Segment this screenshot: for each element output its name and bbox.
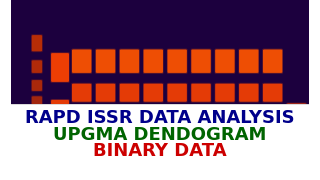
FancyBboxPatch shape bbox=[263, 84, 282, 102]
FancyBboxPatch shape bbox=[71, 110, 92, 128]
FancyBboxPatch shape bbox=[51, 52, 69, 83]
FancyBboxPatch shape bbox=[11, 0, 309, 104]
FancyBboxPatch shape bbox=[72, 84, 92, 102]
FancyBboxPatch shape bbox=[167, 84, 187, 102]
FancyBboxPatch shape bbox=[51, 100, 69, 120]
FancyBboxPatch shape bbox=[239, 50, 259, 73]
Bar bbox=[11, 0, 309, 104]
Bar bbox=[11, 0, 309, 104]
FancyBboxPatch shape bbox=[95, 110, 116, 128]
FancyBboxPatch shape bbox=[167, 50, 187, 73]
FancyBboxPatch shape bbox=[287, 103, 306, 118]
FancyBboxPatch shape bbox=[72, 111, 92, 127]
FancyBboxPatch shape bbox=[144, 50, 163, 73]
FancyBboxPatch shape bbox=[96, 84, 115, 102]
FancyBboxPatch shape bbox=[191, 111, 211, 127]
FancyBboxPatch shape bbox=[32, 111, 42, 118]
FancyBboxPatch shape bbox=[167, 83, 188, 103]
FancyBboxPatch shape bbox=[238, 49, 259, 74]
Bar bbox=[11, 0, 309, 104]
FancyBboxPatch shape bbox=[96, 50, 115, 73]
FancyBboxPatch shape bbox=[262, 83, 283, 103]
FancyBboxPatch shape bbox=[215, 50, 235, 73]
FancyBboxPatch shape bbox=[144, 111, 163, 127]
FancyBboxPatch shape bbox=[31, 34, 43, 52]
FancyBboxPatch shape bbox=[51, 53, 69, 82]
Bar bbox=[11, 0, 309, 104]
Bar bbox=[11, 0, 309, 104]
FancyBboxPatch shape bbox=[144, 84, 163, 102]
Bar bbox=[11, 0, 309, 104]
FancyBboxPatch shape bbox=[215, 111, 235, 127]
FancyBboxPatch shape bbox=[215, 110, 235, 128]
Bar bbox=[11, 0, 309, 104]
FancyBboxPatch shape bbox=[31, 95, 43, 106]
FancyBboxPatch shape bbox=[31, 79, 43, 92]
FancyBboxPatch shape bbox=[263, 50, 282, 73]
Bar bbox=[11, 104, 309, 180]
FancyBboxPatch shape bbox=[31, 122, 43, 130]
Bar bbox=[11, 0, 309, 104]
Bar bbox=[11, 0, 309, 104]
Bar bbox=[11, 0, 309, 104]
FancyBboxPatch shape bbox=[191, 84, 211, 102]
FancyBboxPatch shape bbox=[286, 103, 307, 119]
Bar bbox=[11, 0, 309, 104]
FancyBboxPatch shape bbox=[239, 84, 259, 102]
Bar bbox=[11, 0, 309, 104]
FancyBboxPatch shape bbox=[71, 49, 92, 74]
FancyBboxPatch shape bbox=[167, 111, 187, 127]
Bar bbox=[11, 0, 309, 104]
FancyBboxPatch shape bbox=[215, 84, 235, 102]
Bar bbox=[11, 0, 309, 104]
FancyBboxPatch shape bbox=[143, 49, 164, 74]
FancyBboxPatch shape bbox=[31, 110, 43, 119]
FancyBboxPatch shape bbox=[51, 99, 69, 121]
FancyBboxPatch shape bbox=[119, 49, 140, 74]
Bar bbox=[11, 0, 309, 104]
FancyBboxPatch shape bbox=[120, 84, 139, 102]
Bar bbox=[11, 0, 309, 104]
FancyBboxPatch shape bbox=[31, 59, 43, 74]
FancyBboxPatch shape bbox=[95, 83, 116, 103]
FancyBboxPatch shape bbox=[71, 83, 92, 103]
Bar bbox=[11, 0, 309, 104]
FancyBboxPatch shape bbox=[32, 96, 42, 105]
FancyBboxPatch shape bbox=[32, 122, 42, 129]
Bar bbox=[11, 0, 309, 104]
FancyBboxPatch shape bbox=[143, 110, 164, 128]
Text: BINARY DATA: BINARY DATA bbox=[93, 142, 227, 160]
FancyBboxPatch shape bbox=[32, 35, 42, 51]
FancyBboxPatch shape bbox=[191, 110, 211, 128]
FancyBboxPatch shape bbox=[262, 49, 283, 74]
FancyBboxPatch shape bbox=[239, 111, 259, 127]
FancyBboxPatch shape bbox=[72, 50, 92, 73]
FancyBboxPatch shape bbox=[238, 83, 259, 103]
FancyBboxPatch shape bbox=[96, 111, 115, 127]
FancyBboxPatch shape bbox=[167, 110, 188, 128]
FancyBboxPatch shape bbox=[215, 83, 235, 103]
FancyBboxPatch shape bbox=[191, 50, 211, 73]
FancyBboxPatch shape bbox=[95, 49, 116, 74]
Bar bbox=[11, 0, 309, 104]
FancyBboxPatch shape bbox=[120, 50, 139, 73]
Text: RAPD ISSR DATA ANALYSIS: RAPD ISSR DATA ANALYSIS bbox=[25, 109, 295, 127]
FancyBboxPatch shape bbox=[215, 49, 235, 74]
FancyBboxPatch shape bbox=[191, 83, 211, 103]
FancyBboxPatch shape bbox=[167, 49, 188, 74]
Bar bbox=[11, 0, 309, 104]
FancyBboxPatch shape bbox=[119, 83, 140, 103]
FancyBboxPatch shape bbox=[32, 80, 42, 91]
FancyBboxPatch shape bbox=[238, 110, 259, 128]
FancyBboxPatch shape bbox=[143, 83, 164, 103]
FancyBboxPatch shape bbox=[191, 49, 211, 74]
FancyBboxPatch shape bbox=[32, 60, 42, 73]
Text: UPGMA DENDOGRAM: UPGMA DENDOGRAM bbox=[53, 126, 267, 144]
